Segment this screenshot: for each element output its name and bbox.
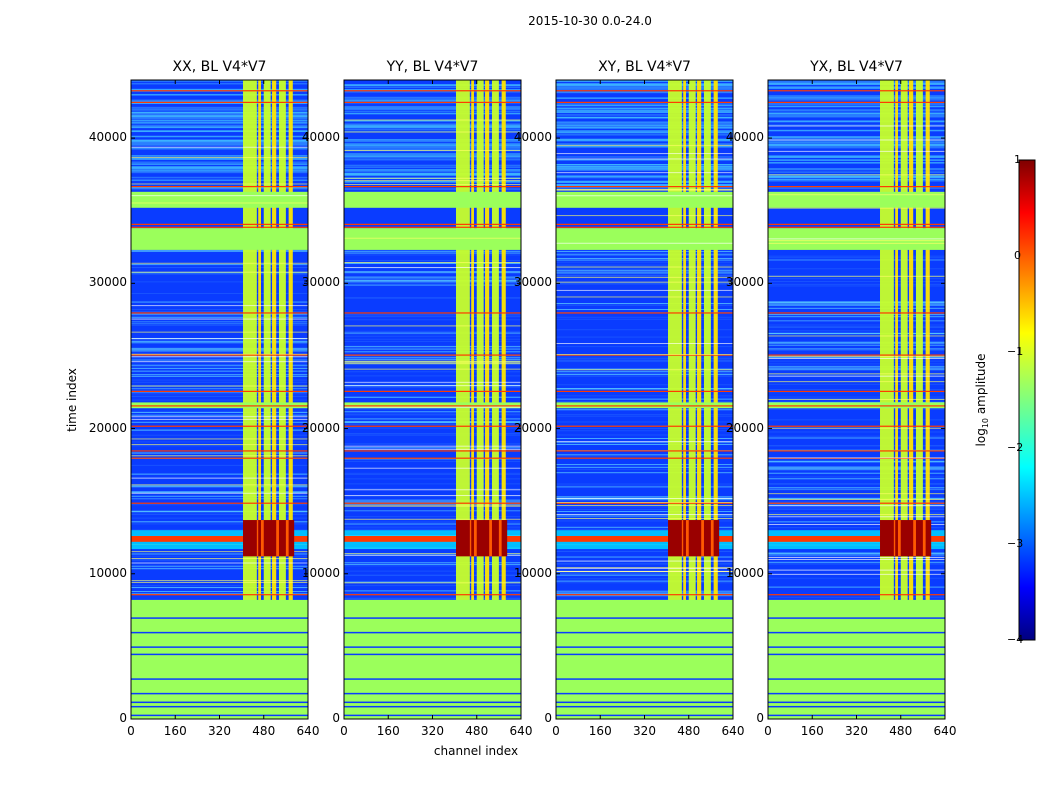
x-tick-label: 320 (208, 724, 231, 738)
heatmap-yx (767, 79, 946, 720)
x-tick-label: 640 (933, 724, 957, 738)
y-tick-label: 10000 (725, 565, 764, 580)
colorbar-tick: −3 (1007, 537, 1024, 550)
x-tick-label: 320 (633, 724, 656, 738)
colorbar (1018, 159, 1036, 641)
y-tick-label: 30000 (88, 275, 127, 290)
panel-title-yx: YX, BL V4*V7 (810, 59, 903, 75)
colorbar-label: log10 amplitude (973, 353, 991, 447)
x-tick-label: 480 (889, 724, 913, 738)
y-tick-label: 0 (756, 711, 764, 725)
x-tick-label: 160 (163, 724, 187, 738)
colorbar-tick: 0 (1014, 249, 1021, 262)
x-tick-label: 160 (588, 724, 612, 738)
y-tick-label: 20000 (301, 420, 340, 435)
colorbar-tick: −4 (1007, 633, 1024, 646)
y-tick-label: 40000 (88, 130, 127, 145)
heatmap-yy (343, 79, 522, 720)
y-tick-label: 10000 (513, 565, 552, 580)
panel-title-xx: XX, BL V4*V7 (172, 59, 267, 75)
x-axis-label: channel index (433, 744, 519, 758)
colorbar-tick: −1 (1007, 345, 1024, 358)
x-tick-label: 640 (721, 724, 745, 738)
colorbar-tick: −2 (1007, 441, 1024, 454)
y-tick-label: 40000 (513, 130, 552, 145)
y-tick-label: 40000 (725, 130, 764, 145)
y-tick-label: 0 (544, 711, 552, 725)
x-tick-label: 0 (552, 724, 560, 738)
y-axis-label: time index (65, 368, 79, 432)
x-tick-label: 160 (376, 724, 400, 738)
y-tick-label: 0 (119, 711, 127, 725)
x-tick-label: 320 (421, 724, 444, 738)
y-tick-label: 10000 (301, 565, 340, 580)
heatmap-xy (555, 79, 734, 720)
figure-suptitle: 2015-10-30 0.0-24.0 (528, 14, 652, 28)
x-tick-label: 0 (764, 724, 772, 738)
y-tick-label: 20000 (513, 420, 552, 435)
x-tick-label: 640 (509, 724, 533, 738)
heatmap-xx (130, 79, 309, 720)
x-tick-label: 640 (296, 724, 320, 738)
y-tick-label: 30000 (725, 275, 764, 290)
x-tick-label: 480 (465, 724, 489, 738)
x-tick-label: 320 (845, 724, 868, 738)
x-tick-label: 480 (677, 724, 701, 738)
x-tick-label: 0 (127, 724, 135, 738)
y-tick-label: 10000 (88, 565, 127, 580)
y-tick-label: 0 (332, 711, 340, 725)
x-tick-label: 160 (800, 724, 824, 738)
y-tick-label: 40000 (301, 130, 340, 145)
panel-title-xy: XY, BL V4*V7 (598, 59, 691, 75)
y-tick-label: 20000 (725, 420, 764, 435)
colorbar-tick: 1 (1014, 153, 1021, 166)
y-tick-label: 20000 (88, 420, 127, 435)
y-tick-label: 30000 (513, 275, 552, 290)
panel-title-yy: YY, BL V4*V7 (386, 59, 479, 75)
x-tick-label: 480 (252, 724, 276, 738)
y-tick-label: 30000 (301, 275, 340, 290)
x-tick-label: 0 (340, 724, 348, 738)
